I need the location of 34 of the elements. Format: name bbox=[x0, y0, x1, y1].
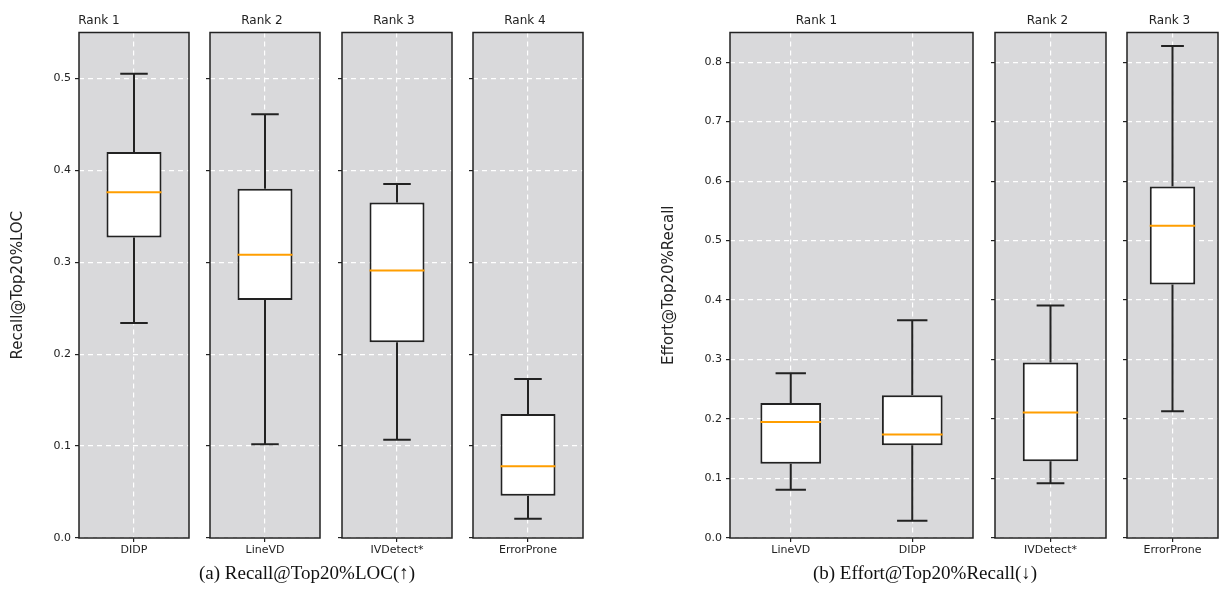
chart-title: Rank 1 bbox=[795, 13, 838, 28]
chart-title: Rank 3 bbox=[1148, 13, 1191, 28]
text: (a) Recall@Top20%LOC(↑) bbox=[198, 562, 416, 584]
y-axis-title: Recall@Top20%LOC bbox=[7, 210, 26, 360]
chart-title: Rank 3 bbox=[373, 13, 415, 28]
y-tick-label: 0.6 bbox=[704, 173, 722, 187]
x-tick-label: ErrorProne bbox=[498, 543, 558, 557]
x-tick-label: LineVD bbox=[771, 543, 811, 557]
y-tick-label: 0.8 bbox=[704, 55, 722, 68]
chart-title: Rank 2 bbox=[241, 13, 283, 28]
y-tick-label: 0.0 bbox=[704, 530, 722, 544]
y-tick-label: 0.2 bbox=[704, 411, 722, 425]
y-tick-label: 0.7 bbox=[704, 114, 722, 128]
y-tick-label: 0.4 bbox=[704, 292, 722, 306]
chart-title: Rank 2 bbox=[1026, 13, 1069, 28]
x-tick-label: LineVD bbox=[245, 543, 285, 557]
text: (b) Effort@Top20%Recall(↓) bbox=[812, 562, 1038, 584]
y-tick-label: 0.1 bbox=[704, 471, 722, 485]
y-tick-label: 0.0 bbox=[53, 530, 71, 544]
x-tick-label: IVDetect* bbox=[1024, 543, 1078, 557]
chart-title: Rank 4 bbox=[504, 13, 546, 28]
y-tick-label: 0.3 bbox=[704, 352, 722, 366]
chart-title: Rank 1 bbox=[78, 13, 120, 28]
x-tick-label: DIDP bbox=[898, 543, 927, 557]
y-tick-label: 0.1 bbox=[53, 438, 71, 452]
x-tick-label: IVDetect* bbox=[370, 543, 424, 557]
x-tick-label: ErrorProne bbox=[1143, 543, 1202, 557]
y-axis-title: Effort@Top20%Recall bbox=[658, 205, 677, 365]
x-tick-label: DIDP bbox=[120, 543, 148, 557]
y-tick-label: 0.5 bbox=[53, 71, 71, 85]
y-tick-label: 0.4 bbox=[53, 163, 71, 177]
y-tick-label: 0.3 bbox=[53, 255, 71, 269]
y-tick-label: 0.5 bbox=[704, 233, 722, 247]
y-tick-label: 0.2 bbox=[53, 347, 71, 360]
